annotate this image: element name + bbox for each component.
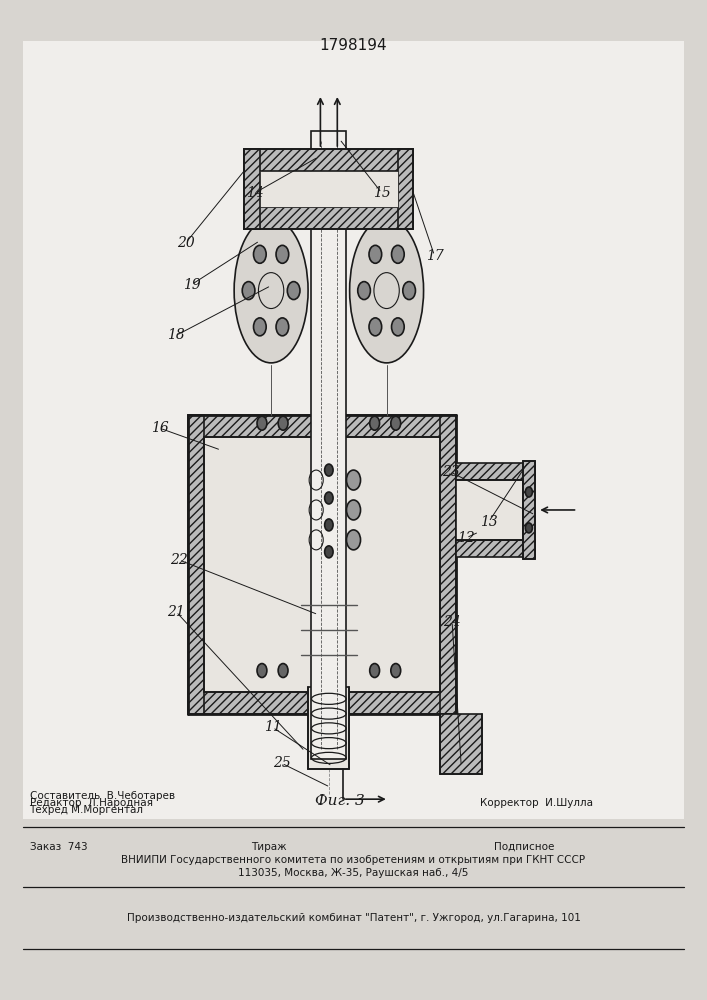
- Circle shape: [278, 664, 288, 678]
- Circle shape: [278, 416, 288, 430]
- Circle shape: [369, 318, 382, 336]
- Text: 14: 14: [246, 186, 264, 200]
- Circle shape: [392, 318, 404, 336]
- Bar: [311, 131, 346, 759]
- Text: 21: 21: [167, 605, 185, 619]
- Circle shape: [257, 416, 267, 430]
- Ellipse shape: [234, 218, 308, 363]
- Text: 18: 18: [167, 328, 185, 342]
- Circle shape: [325, 519, 333, 531]
- Bar: [260, 171, 398, 207]
- Text: Корректор  И.Шулла: Корректор И.Шулла: [480, 798, 593, 808]
- Bar: [398, 149, 414, 229]
- Text: 113035, Москва, Ж-35, Раушская наб., 4/5: 113035, Москва, Ж-35, Раушская наб., 4/5: [238, 868, 469, 878]
- Text: 24: 24: [443, 615, 461, 629]
- Text: Техред М.Моргентал: Техред М.Моргентал: [30, 805, 144, 815]
- Text: 20: 20: [177, 236, 194, 250]
- Text: 16: 16: [151, 421, 169, 435]
- Bar: [308, 687, 349, 769]
- Circle shape: [370, 416, 380, 430]
- Circle shape: [358, 282, 370, 300]
- Bar: [204, 437, 440, 692]
- Circle shape: [346, 500, 361, 520]
- Text: 25: 25: [273, 756, 291, 770]
- Bar: [455, 463, 535, 480]
- Bar: [188, 415, 204, 714]
- Text: Производственно-издательский комбинат "Патент", г. Ужгород, ул.Гагарина, 101: Производственно-издательский комбинат "П…: [127, 913, 580, 923]
- Circle shape: [254, 245, 266, 263]
- Text: 22: 22: [170, 553, 188, 567]
- Bar: [245, 207, 414, 229]
- Circle shape: [525, 523, 532, 533]
- Circle shape: [325, 492, 333, 504]
- Circle shape: [325, 546, 333, 558]
- Circle shape: [403, 282, 416, 300]
- Bar: [245, 149, 260, 229]
- Text: Подписное: Подписное: [494, 842, 555, 852]
- Circle shape: [392, 245, 404, 263]
- Circle shape: [391, 416, 401, 430]
- Circle shape: [287, 282, 300, 300]
- Text: Тираж: Тираж: [251, 842, 287, 852]
- Bar: [522, 461, 535, 559]
- Bar: [245, 149, 414, 171]
- Text: Заказ  743: Заказ 743: [30, 842, 87, 852]
- Circle shape: [391, 664, 401, 678]
- Bar: [23, 41, 684, 819]
- Text: 11: 11: [264, 720, 281, 734]
- Circle shape: [257, 664, 267, 678]
- Bar: [455, 540, 535, 557]
- Circle shape: [276, 245, 288, 263]
- Bar: [188, 692, 455, 714]
- Text: 23: 23: [442, 465, 460, 479]
- Circle shape: [346, 470, 361, 490]
- Circle shape: [325, 464, 333, 476]
- Text: 17: 17: [426, 249, 443, 263]
- Text: Составитель  В.Чеботарев: Составитель В.Чеботарев: [30, 791, 175, 801]
- Text: 1798194: 1798194: [320, 38, 387, 53]
- Text: 15: 15: [373, 186, 390, 200]
- Bar: [188, 415, 455, 437]
- Circle shape: [370, 664, 380, 678]
- Text: 19: 19: [182, 278, 200, 292]
- Bar: [440, 415, 455, 714]
- Text: 12: 12: [457, 531, 475, 545]
- Ellipse shape: [350, 218, 423, 363]
- Text: ВНИИПИ Государственного комитета по изобретениям и открытиям при ГКНТ СССР: ВНИИПИ Государственного комитета по изоб…: [122, 855, 585, 865]
- Circle shape: [369, 245, 382, 263]
- Text: Фиг. 3: Фиг. 3: [315, 794, 364, 808]
- Text: Редактор  Л.Народная: Редактор Л.Народная: [30, 798, 153, 808]
- Text: 13: 13: [480, 515, 498, 529]
- Bar: [440, 714, 482, 774]
- Circle shape: [525, 487, 532, 497]
- Circle shape: [243, 282, 255, 300]
- Circle shape: [346, 530, 361, 550]
- Bar: [455, 480, 522, 540]
- Circle shape: [276, 318, 288, 336]
- Circle shape: [254, 318, 266, 336]
